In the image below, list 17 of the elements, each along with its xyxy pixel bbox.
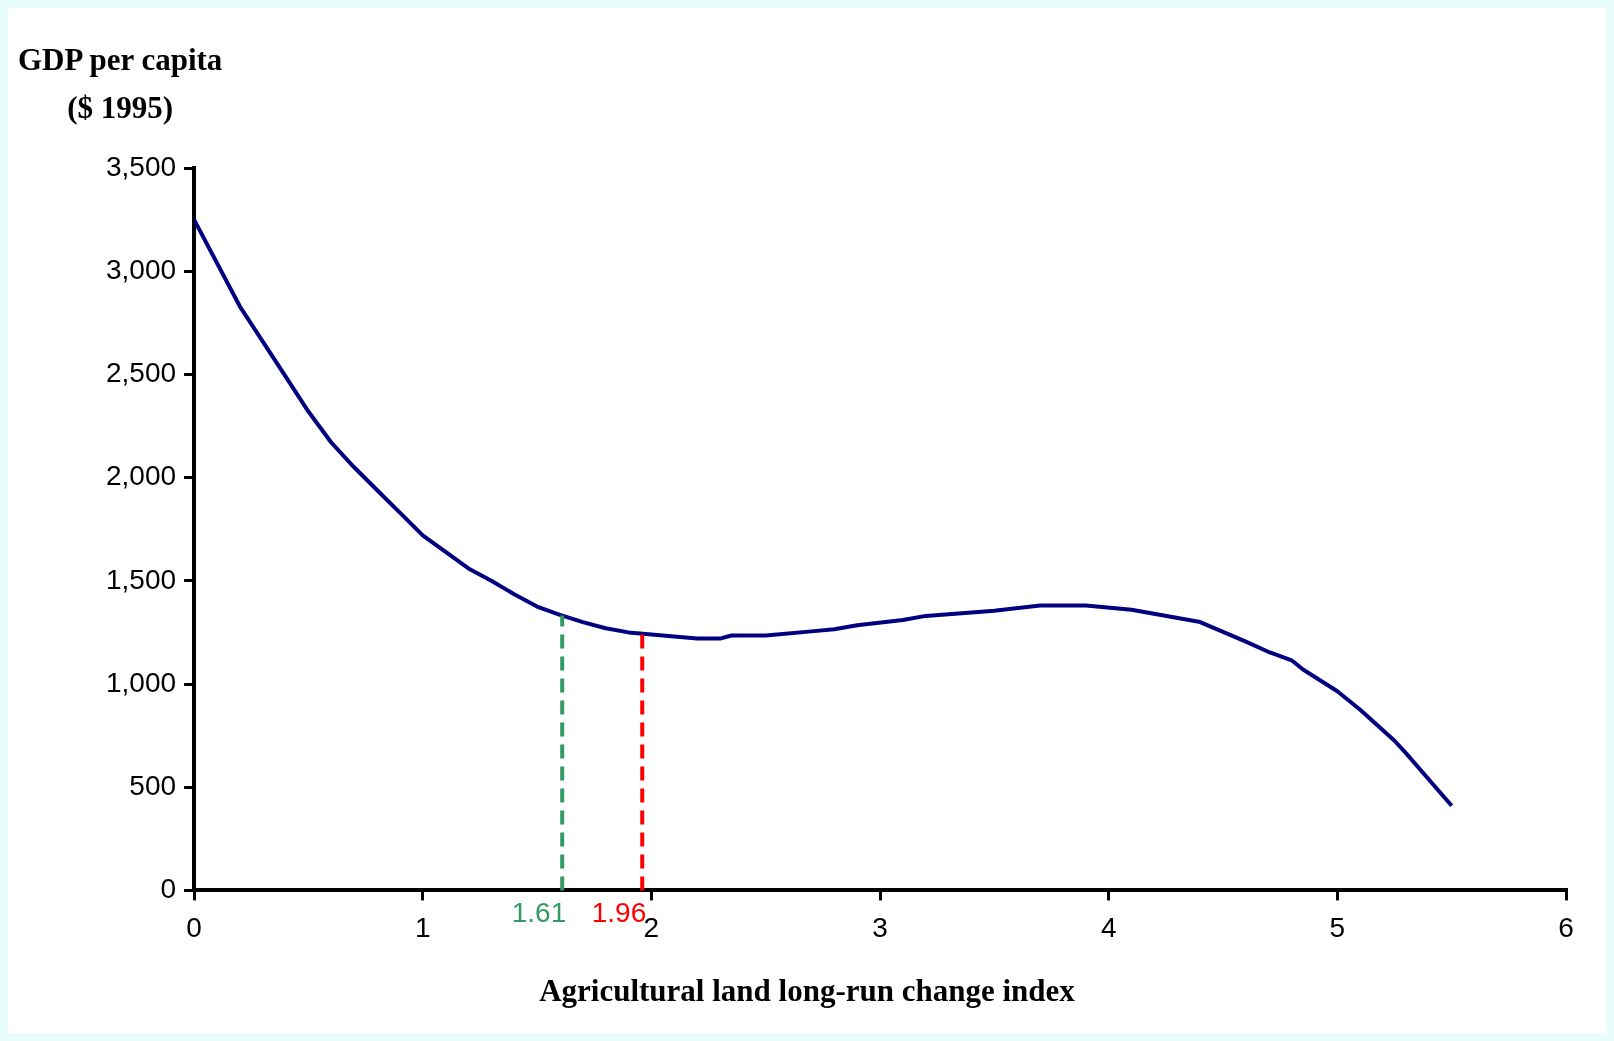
y-tick-label: 1,000 xyxy=(105,666,177,698)
y-tick-label: 1,500 xyxy=(105,563,177,595)
y-tick-label: 3,000 xyxy=(105,253,177,285)
y-tick-label: 2,000 xyxy=(105,460,177,492)
y-tick-label: 2,500 xyxy=(105,357,177,389)
x-axis-title: Agricultural land long-run change index xyxy=(538,973,1076,1009)
x-tick-label: 0 xyxy=(186,911,202,943)
x-tick-label: 5 xyxy=(1329,911,1346,943)
y-tick-label: 0 xyxy=(160,873,177,905)
y-tick-label: 500 xyxy=(129,769,177,801)
x-tick-label: 6 xyxy=(1558,911,1574,943)
x-tick-label: 4 xyxy=(1100,911,1117,943)
x-tick-label: 1 xyxy=(414,911,431,943)
y-tick-label: 3,500 xyxy=(105,150,177,182)
ref-line-label: 1.61 xyxy=(511,897,567,929)
x-tick-label: 3 xyxy=(872,911,888,943)
y-axis-title: GDP per capita ($ 1995) xyxy=(18,41,223,127)
